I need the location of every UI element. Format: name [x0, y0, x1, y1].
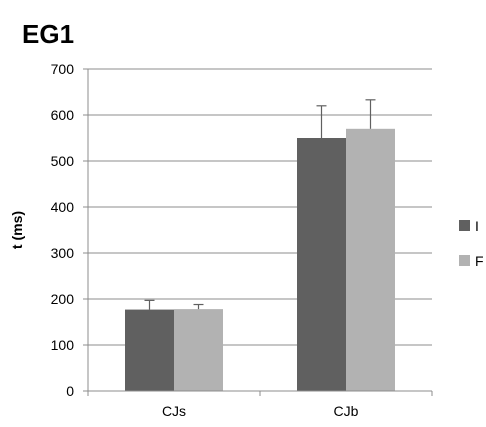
- y-tick-label: 200: [51, 291, 75, 307]
- y-tick-label: 700: [51, 61, 75, 77]
- y-tick-label: 500: [51, 153, 75, 169]
- y-axis-title: t (ms): [9, 211, 25, 249]
- x-tick-label: CJb: [334, 403, 359, 419]
- bar: [125, 309, 174, 391]
- legend-label: F: [475, 253, 484, 269]
- error-bars: [144, 99, 376, 310]
- bar: [346, 128, 395, 392]
- y-tick-label: 600: [51, 107, 75, 123]
- legend-swatch: [459, 255, 470, 266]
- y-tick-labels: 0 100 200 300 400 500 600 700: [51, 61, 75, 399]
- legend-label: I: [475, 218, 479, 234]
- y-tick-label: 0: [66, 383, 74, 399]
- x-tick-label: CJs: [162, 403, 186, 419]
- axes: [87, 69, 433, 396]
- chart-title: EG1: [22, 19, 74, 49]
- bar: [174, 309, 223, 391]
- bar: [297, 138, 346, 391]
- legend: IF: [459, 218, 484, 269]
- y-tick-label: 100: [51, 337, 75, 353]
- bars: [125, 128, 395, 392]
- x-tick-labels: CJs CJb: [162, 403, 359, 419]
- y-tick-label: 300: [51, 245, 75, 261]
- legend-swatch: [459, 220, 470, 231]
- y-tick-label: 400: [51, 199, 75, 215]
